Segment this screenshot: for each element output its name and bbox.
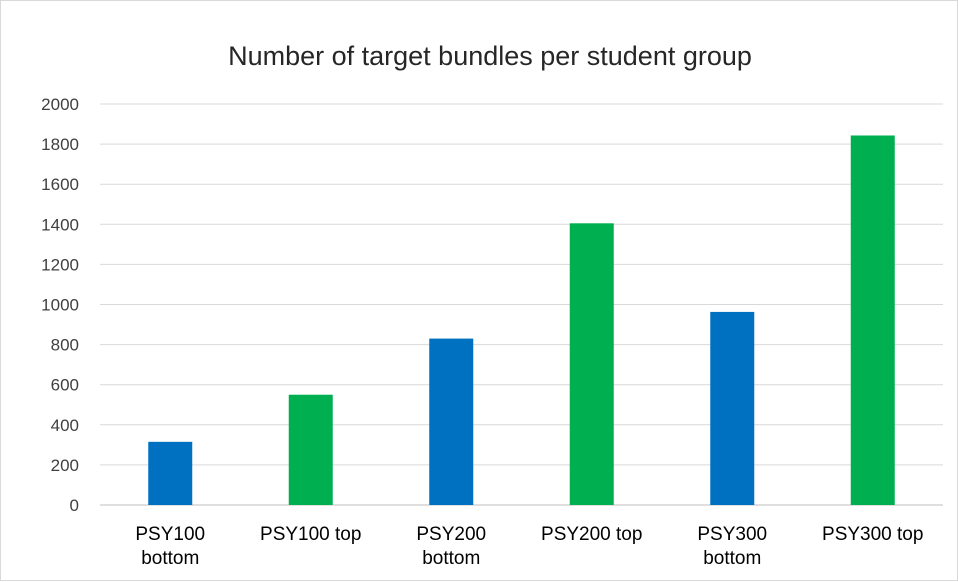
y-axis-ticks: 0 200 400 600 800 1000 1200 1400 1600 1800 2000: [41, 95, 79, 515]
x-category-label: PSY300 bottom: [697, 524, 767, 569]
bar: [710, 311, 755, 505]
x-category-label: PSY300 top: [822, 524, 923, 545]
bar: [569, 223, 614, 506]
y-tick-label: 400: [51, 416, 79, 435]
bar: [288, 394, 333, 505]
bar: [850, 135, 895, 505]
x-axis-labels: PSY100 bottom PSY100 top PSY200 bottom PSY200…: [135, 524, 923, 569]
y-tick-label: 1000: [41, 296, 79, 315]
bar: [429, 338, 474, 505]
y-tick-label: 0: [70, 496, 79, 515]
y-tick-label: 1200: [41, 255, 79, 274]
bars: [148, 135, 895, 506]
y-tick-label: 1400: [41, 215, 79, 234]
gridlines: [100, 103, 943, 506]
x-category-label: PSY100 top: [260, 524, 361, 545]
chart-title: Number of target bundles per student gro…: [228, 41, 752, 71]
y-tick-label: 1800: [41, 135, 79, 154]
y-tick-label: 600: [51, 376, 79, 395]
x-category-label: PSY200 top: [541, 524, 642, 545]
y-tick-label: 2000: [41, 95, 79, 114]
x-category-label: PSY200 bottom: [416, 524, 486, 569]
y-tick-label: 1600: [41, 175, 79, 194]
y-tick-label: 800: [51, 336, 79, 355]
y-tick-label: 200: [51, 456, 79, 475]
bar: [148, 441, 193, 505]
x-category-label: PSY100 bottom: [135, 524, 205, 569]
